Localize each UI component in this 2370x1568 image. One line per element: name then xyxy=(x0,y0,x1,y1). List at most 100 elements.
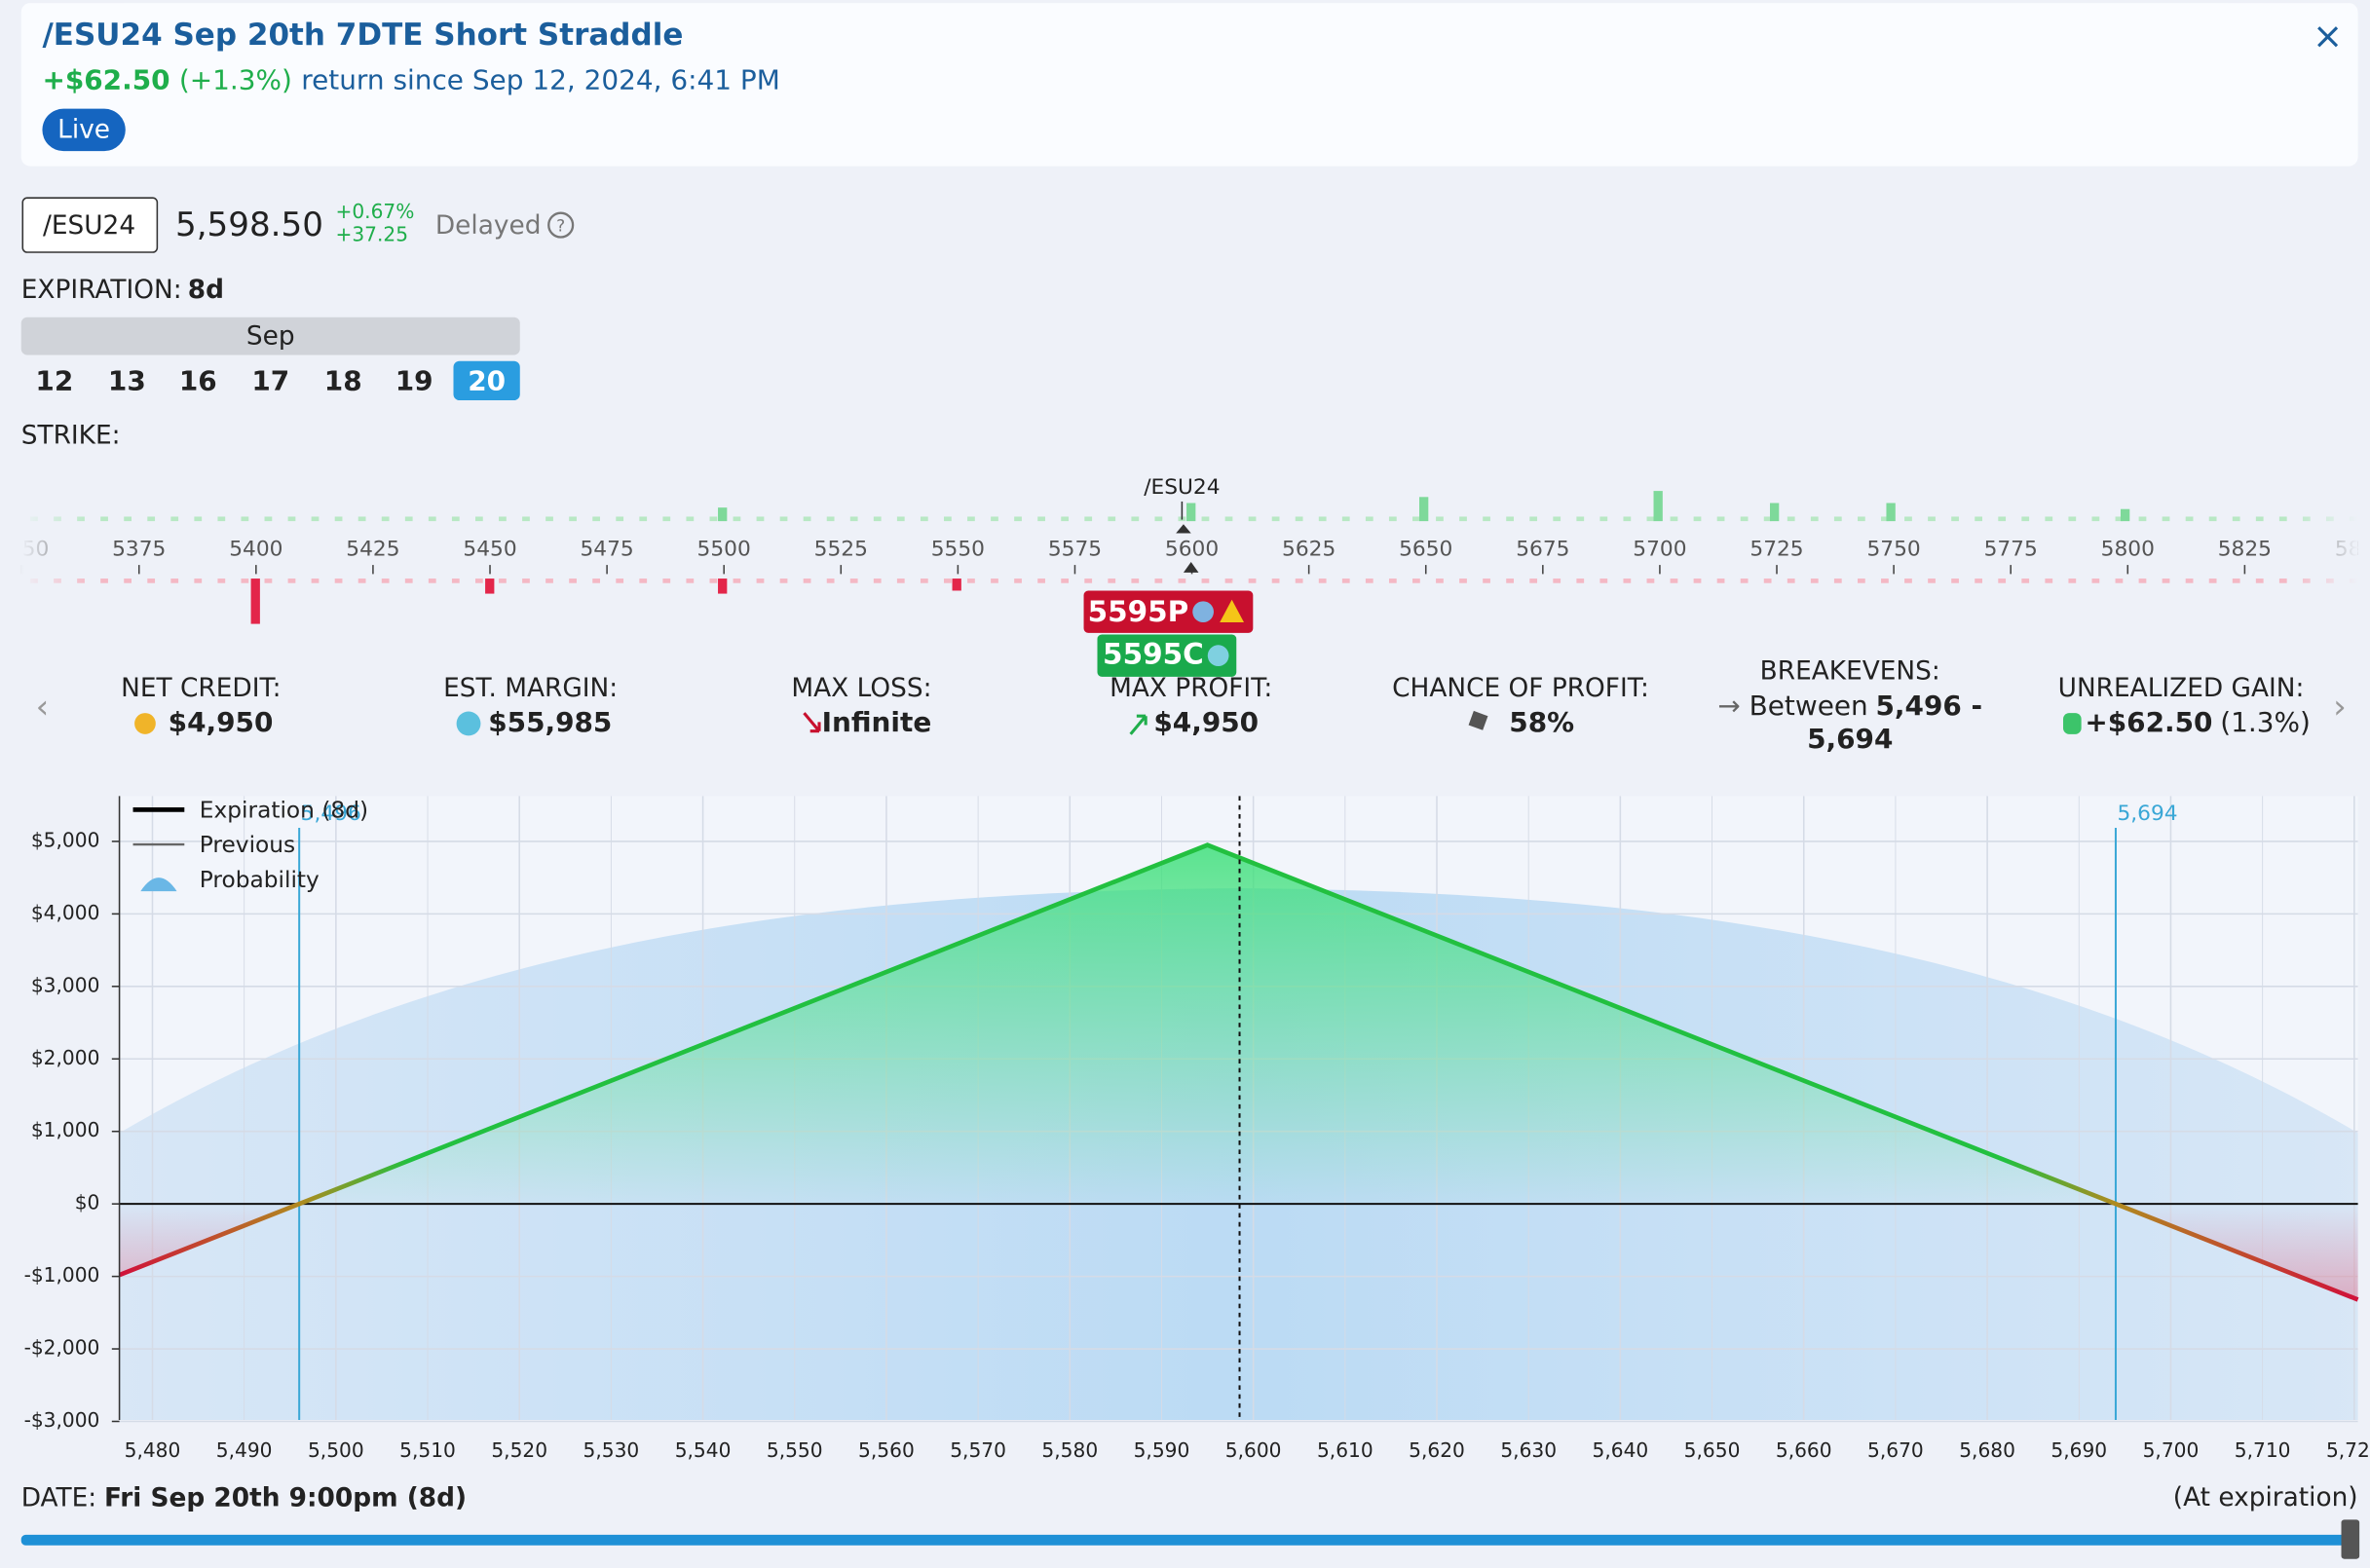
bag-icon xyxy=(2063,713,2082,734)
legend-swatch xyxy=(140,877,177,892)
live-badge xyxy=(42,108,126,152)
change: +37.25 xyxy=(335,222,408,245)
put-leg-label: 5595P xyxy=(1088,595,1189,628)
y-tick-label: $1,000 xyxy=(31,1118,100,1141)
day[interactable]: 17 xyxy=(251,364,289,396)
ruler-fade xyxy=(20,498,2358,589)
legend-label: Previous xyxy=(200,832,295,858)
gain-value: +$62.50 xyxy=(2085,706,2212,738)
day[interactable]: 20 xyxy=(468,364,506,396)
call-leg[interactable] xyxy=(1097,634,1237,677)
x-tick-label: 5,500 xyxy=(308,1438,364,1462)
call-leg-label: 5595C xyxy=(1103,638,1204,671)
day[interactable]: 13 xyxy=(108,364,146,396)
underlying-label: /ESU24 xyxy=(1144,475,1220,500)
x-tick-label: 5,600 xyxy=(1225,1438,1282,1462)
close-button[interactable]: × xyxy=(2313,14,2343,56)
put-icon xyxy=(1192,601,1214,623)
x-tick-label: 5,580 xyxy=(1041,1438,1098,1462)
x-tick-label: 5,540 xyxy=(675,1438,732,1462)
return-pct: (+1.3%) xyxy=(179,64,292,96)
date-line: DATE: Fri Sep 20th 9:00pm (8d) xyxy=(21,1483,467,1512)
payoff-line xyxy=(118,842,2359,1302)
x-tick-label: 5,610 xyxy=(1317,1438,1373,1462)
slider-handle[interactable] xyxy=(2341,1519,2360,1559)
symbol: /ESU24 xyxy=(43,211,135,241)
stat-label: EST. MARGIN: xyxy=(443,674,618,703)
breakeven-low: 5,496 - xyxy=(1876,690,1983,722)
change-pct: +0.67% xyxy=(335,200,414,223)
pie-icon xyxy=(456,711,481,736)
help-mark: ? xyxy=(556,217,565,237)
date-slider[interactable] xyxy=(20,1534,2350,1546)
warning-icon xyxy=(1220,599,1245,623)
x-tick-label: 5,590 xyxy=(1134,1438,1190,1462)
x-tick-label: 5,570 xyxy=(950,1438,1006,1462)
price: 5,598.50 xyxy=(175,205,323,244)
x-tick-label: 5,670 xyxy=(1867,1438,1924,1462)
x-tick-label: 5,520 xyxy=(491,1438,547,1462)
return-line: +$62.50 (+1.3%) return since Sep 12, 2024,… xyxy=(42,64,779,96)
delayed: Delayed xyxy=(435,211,542,241)
payoff-chart: 5,496 5,694 Expiration (8d) Previous Probabi… xyxy=(24,796,2370,1462)
x-tick-label: 5,700 xyxy=(2143,1438,2200,1462)
stat-value: 58% xyxy=(1509,706,1574,738)
date-label: DATE: xyxy=(21,1483,96,1512)
x-tick-label: 5,550 xyxy=(767,1438,823,1462)
expiration-label: EXPIRATION: xyxy=(21,275,182,304)
stat-label: CHANCE OF PROFIT: xyxy=(1392,674,1649,703)
x-tick-label: 5,650 xyxy=(1684,1438,1741,1462)
y-tick-label: -$3,000 xyxy=(24,1408,100,1432)
x-tick-label: 5,630 xyxy=(1500,1438,1557,1462)
down-arrow xyxy=(803,712,821,733)
x-tick-label: 5,530 xyxy=(583,1438,640,1462)
symbol-input[interactable] xyxy=(21,197,159,253)
stat-label: MAX PROFIT: xyxy=(1110,674,1272,703)
call-icon xyxy=(1207,645,1229,667)
y-tick-label: $0 xyxy=(75,1191,100,1214)
day[interactable]: 19 xyxy=(395,364,433,396)
stat-value: Infinite xyxy=(822,706,932,738)
month-bar xyxy=(20,317,520,355)
x-tick-label: 5,480 xyxy=(125,1438,181,1462)
day[interactable]: 16 xyxy=(179,364,217,396)
y-tick-label: $2,000 xyxy=(31,1046,100,1069)
day-list: 12 13 16 17 18 19 20 xyxy=(35,364,506,396)
x-tick-label: 5,490 xyxy=(216,1438,273,1462)
x-tick-label: 5,620 xyxy=(1409,1438,1465,1462)
arrow: → xyxy=(1717,690,1749,722)
month: Sep xyxy=(246,321,295,351)
coin-icon xyxy=(134,713,156,734)
breakeven-label: 5,496 xyxy=(301,802,361,826)
legend-label: Expiration (8d) xyxy=(200,797,368,823)
selected-day-bg xyxy=(453,360,520,401)
prev-arrow[interactable]: ‹ xyxy=(36,688,50,727)
stat-label: UNREALIZED GAIN: xyxy=(2058,674,2305,703)
day[interactable]: 12 xyxy=(35,364,73,396)
x-tick-label: 5,720 xyxy=(2326,1438,2370,1462)
stat-value: $55,985 xyxy=(488,706,612,738)
put-leg[interactable] xyxy=(1083,590,1254,633)
up-arrow xyxy=(1129,714,1147,735)
return-value: +$62.50 xyxy=(42,64,169,96)
stat-value: $4,950 xyxy=(1153,706,1259,738)
oi-bar xyxy=(250,579,260,624)
date-note: (At expiration) xyxy=(2173,1483,2358,1512)
day[interactable]: 18 xyxy=(324,364,362,396)
next-arrow[interactable]: › xyxy=(2333,688,2347,727)
stat-label: BREAKEVENS: xyxy=(1760,657,1940,687)
dice-icon xyxy=(1468,710,1488,730)
x-tick-label: 5,640 xyxy=(1593,1438,1649,1462)
x-tick-label: 5,680 xyxy=(1959,1438,2015,1462)
y-tick-label: $4,000 xyxy=(31,901,100,924)
stat-label: MAX LOSS: xyxy=(791,674,931,703)
strike-label: STRIKE: xyxy=(21,422,121,451)
gain-line: +$62.50 (1.3%) xyxy=(2085,706,2311,738)
x-tick-label: 5,690 xyxy=(2050,1438,2107,1462)
strategy-title: /ESU24 Sep 20th 7DTE Short Straddle xyxy=(42,18,683,53)
x-tick-label: 5,510 xyxy=(399,1438,456,1462)
help-icon[interactable] xyxy=(547,211,575,239)
x-tick-label: 5,710 xyxy=(2235,1438,2291,1462)
